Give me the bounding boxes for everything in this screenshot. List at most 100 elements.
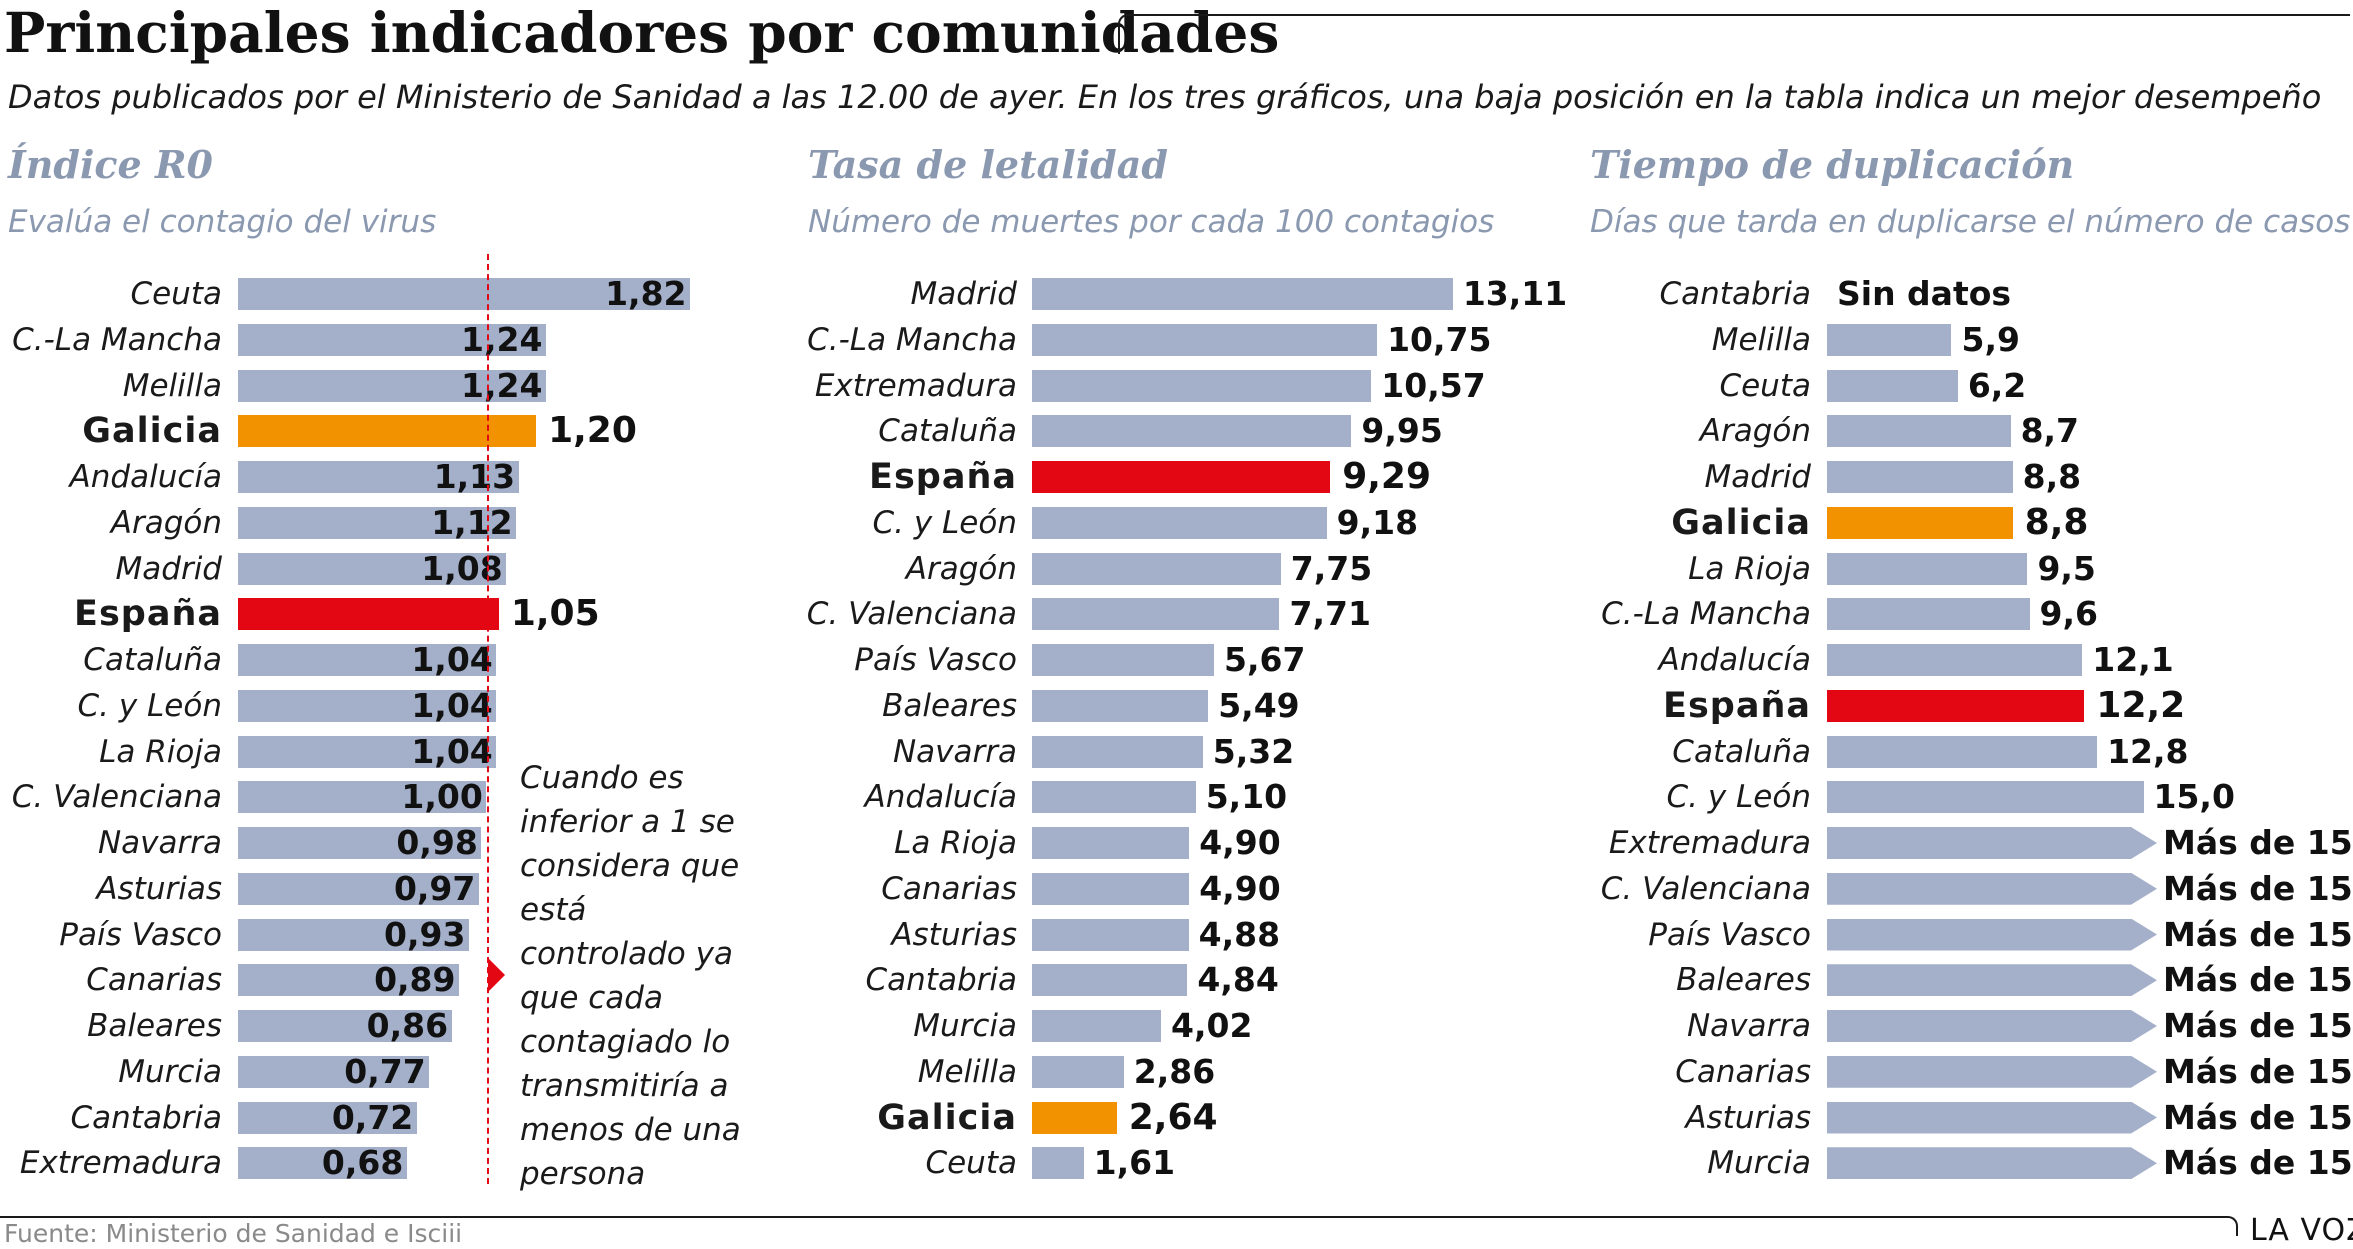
chart-subtitle: Datos publicados por el Ministerio de Sa… <box>8 78 2322 116</box>
value-label: 1,00 <box>401 777 483 817</box>
category-label: Madrid <box>115 550 222 587</box>
value-label: 2,64 <box>1128 1096 1218 1138</box>
category-label: Navarra <box>97 825 222 861</box>
panel-title-r0: Índice R0 <box>8 142 213 187</box>
value-label: Más de 15 <box>2163 1051 2353 1091</box>
value-label: Más de 15 <box>2163 1006 2353 1045</box>
bar <box>238 964 460 997</box>
category-label: Murcia <box>913 1008 1017 1044</box>
category-label: Asturias <box>1685 1099 1811 1136</box>
bar <box>1827 1010 2157 1042</box>
category-label: Canarias <box>86 962 222 999</box>
value-label: 12,1 <box>2092 640 2174 679</box>
value-label: 0,77 <box>344 1051 426 1091</box>
category-label: C. y León <box>1666 779 1811 816</box>
value-label: 10,57 <box>1381 365 1486 405</box>
bar <box>1827 552 2028 585</box>
value-label: 12,2 <box>2096 684 2186 726</box>
bar <box>1032 1101 1117 1134</box>
value-label: 5,32 <box>1212 731 1295 771</box>
value-label: 4,90 <box>1199 823 1281 862</box>
category-label: Ceuta <box>130 276 222 312</box>
value-label: 8,8 <box>2022 457 2082 496</box>
category-label: Melilla <box>122 367 222 404</box>
bar <box>238 461 519 493</box>
bar <box>1032 872 1190 905</box>
category-label: España <box>74 594 222 635</box>
value-label: 5,49 <box>1218 685 1300 725</box>
value-label: Sin datos <box>1837 274 2012 313</box>
category-label: Extremadura <box>19 1145 222 1182</box>
value-label: 1,24 <box>461 365 543 405</box>
bar <box>1827 964 2157 996</box>
value-label: 1,82 <box>605 274 687 313</box>
category-label: Asturias <box>891 916 1017 953</box>
category-label: Canarias <box>881 870 1017 907</box>
category-label: La Rioja <box>99 733 222 770</box>
bar <box>1032 644 1214 676</box>
bar <box>238 1147 407 1180</box>
category-label: Cantabria <box>70 1099 222 1136</box>
value-label: 0,86 <box>366 1006 449 1045</box>
value-label: 8,7 <box>2020 411 2080 451</box>
category-label: Galicia <box>82 411 222 452</box>
value-label: Más de 15 <box>2163 960 2353 1000</box>
value-label: 0,68 <box>321 1143 404 1183</box>
bar <box>1032 278 1453 310</box>
value-label: 4,90 <box>1199 868 1281 908</box>
category-label: C. Valenciana <box>806 596 1017 633</box>
category-label: C.-La Mancha <box>1601 596 1811 633</box>
chart-title: Principales indicadores por comunidades <box>4 0 1280 65</box>
value-label: 1,13 <box>433 457 516 496</box>
value-label: 15,0 <box>2153 777 2235 817</box>
value-label: 6,2 <box>1967 365 2027 405</box>
category-label: Murcia <box>118 1053 222 1090</box>
bar <box>238 1055 430 1088</box>
category-label: Extremadura <box>1608 825 1811 861</box>
panel-subtitle-r0: Evalúa el contagio del virus <box>8 204 437 240</box>
value-label: 4,84 <box>1197 960 1279 1000</box>
bar <box>1032 323 1378 356</box>
bar <box>1827 644 2083 676</box>
source: Fuente: Ministerio de Sanidad e Isciii <box>4 1219 463 1248</box>
bar <box>1827 369 1958 402</box>
category-label: Murcia <box>1707 1145 1811 1182</box>
value-label: 0,72 <box>331 1097 414 1137</box>
category-label: Madrid <box>1704 459 1811 495</box>
bar <box>1827 506 2013 539</box>
category-label: Andalucía <box>1658 642 1811 678</box>
bar <box>1032 1055 1124 1088</box>
category-label: Cantabria <box>865 962 1017 999</box>
reference-note: Cuando es inferior a 1 se considera que … <box>520 760 741 1192</box>
category-label: Melilla <box>1711 321 1811 358</box>
value-label: 4,88 <box>1198 914 1281 954</box>
category-label: La Rioja <box>894 825 1017 861</box>
category-label: Aragón <box>1699 413 1811 450</box>
bar <box>1032 598 1280 631</box>
category-label: Cataluña <box>83 642 222 678</box>
value-label: 0,89 <box>374 960 456 1000</box>
category-label: C.-La Mancha <box>807 321 1017 358</box>
bar <box>1032 1010 1162 1042</box>
bar <box>1032 369 1372 402</box>
reference-line <box>487 254 489 1184</box>
value-label: 4,02 <box>1171 1006 1253 1045</box>
category-label: Madrid <box>910 276 1017 312</box>
value-label: 1,04 <box>411 731 493 771</box>
title-rule <box>1118 14 2350 54</box>
category-label: Asturias <box>96 870 222 907</box>
brand-logo: LA VOZ <box>2250 1213 2353 1248</box>
category-label: Galicia <box>1671 502 1811 543</box>
value-label: 1,61 <box>1093 1143 1176 1183</box>
value-label: 1,24 <box>461 319 543 359</box>
value-label: 5,10 <box>1205 777 1288 817</box>
bar <box>238 369 547 402</box>
value-label: 1,08 <box>421 548 503 588</box>
value-label: 9,95 <box>1361 411 1443 451</box>
bar <box>1827 873 2157 905</box>
bar <box>1032 827 1190 859</box>
value-label: 1,04 <box>411 685 493 725</box>
value-label: Más de 15 <box>2163 1097 2353 1137</box>
category-label: Andalucía <box>69 459 222 495</box>
bar <box>1827 689 2085 722</box>
